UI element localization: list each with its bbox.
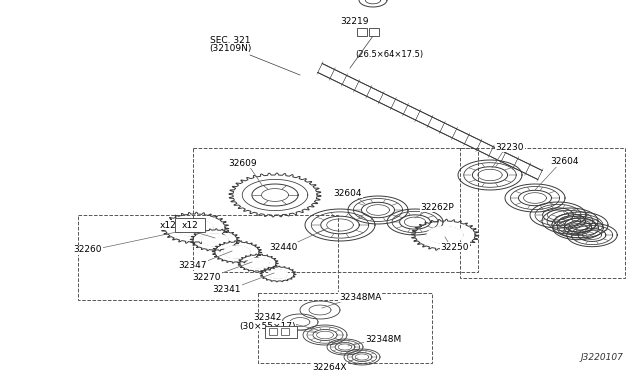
Bar [78, 215, 338, 300]
Text: x12: x12 [182, 221, 198, 230]
Bar [193, 148, 478, 272]
Text: x12: x12 [159, 221, 177, 230]
Bar [269, 328, 277, 335]
Text: 32604: 32604 [551, 157, 579, 167]
Text: 32348MA: 32348MA [339, 292, 381, 301]
Bar [175, 218, 205, 232]
Text: 32342: 32342 [253, 314, 281, 323]
Text: 32347: 32347 [179, 260, 207, 269]
Polygon shape [427, 227, 463, 243]
Text: 32609: 32609 [228, 158, 257, 167]
Text: SEC. 321: SEC. 321 [210, 36, 250, 45]
Polygon shape [247, 258, 269, 268]
Text: 32250: 32250 [441, 243, 469, 251]
Text: 32270: 32270 [193, 273, 221, 282]
Text: 32230: 32230 [496, 142, 524, 151]
Text: 32348M: 32348M [365, 334, 401, 343]
Text: 32262P: 32262P [420, 202, 454, 212]
Polygon shape [268, 270, 287, 278]
Text: 32440: 32440 [269, 243, 297, 251]
Text: J3220107: J3220107 [580, 353, 623, 362]
Polygon shape [202, 234, 228, 246]
Polygon shape [224, 246, 250, 258]
Polygon shape [177, 219, 213, 236]
Text: 32341: 32341 [212, 285, 241, 294]
Text: (32109N): (32109N) [209, 44, 251, 53]
Text: 32604: 32604 [333, 189, 362, 198]
Bar [369, 28, 379, 36]
Bar [460, 148, 625, 278]
Text: 32260: 32260 [74, 246, 102, 254]
Text: 32264X: 32264X [313, 362, 348, 372]
Bar [265, 326, 297, 338]
Bar [258, 293, 432, 363]
Text: (30×55×17): (30×55×17) [239, 321, 295, 330]
Bar [281, 328, 289, 335]
Text: 32219: 32219 [340, 17, 369, 26]
Text: (26.5×64×17.5): (26.5×64×17.5) [355, 51, 423, 60]
Bar [357, 28, 367, 36]
